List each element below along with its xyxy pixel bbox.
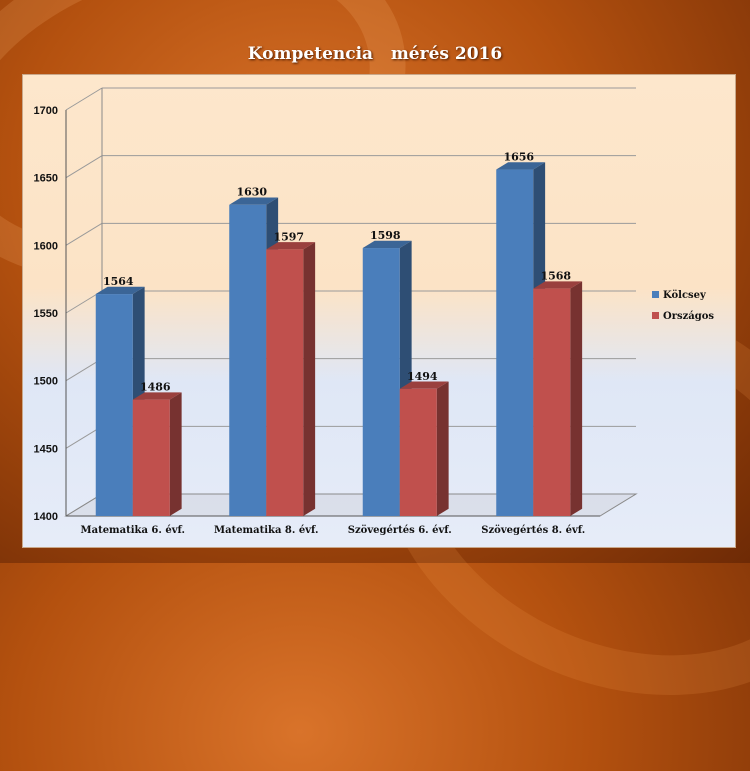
gridline-side xyxy=(65,155,103,179)
bar xyxy=(399,388,437,516)
bar xyxy=(132,399,170,516)
y-tick-label: 1400 xyxy=(34,511,58,523)
y-tick-label: 1650 xyxy=(34,173,58,185)
y-tick-label: 1450 xyxy=(34,443,58,455)
gridline-side xyxy=(65,222,103,246)
data-label: 1598 xyxy=(370,229,401,242)
bar-top xyxy=(95,286,145,295)
legend-label: Országos xyxy=(663,311,714,322)
legend-swatch xyxy=(652,312,659,319)
gridline-side xyxy=(65,87,103,111)
bar xyxy=(362,248,400,517)
y-tick-label: 1700 xyxy=(34,105,58,117)
bar-top xyxy=(266,242,316,250)
bar xyxy=(266,249,304,517)
bar-chart: 1400 1450 1500 1550 1600 1650 1700 1564 1486 Mate… xyxy=(34,87,714,536)
data-label: 1568 xyxy=(540,270,571,283)
data-label: 1564 xyxy=(103,275,134,288)
bar-side xyxy=(303,242,316,516)
data-label: 1656 xyxy=(503,151,534,164)
legend-label: Kölcsey xyxy=(663,290,707,301)
data-label: 1494 xyxy=(407,370,438,383)
bar xyxy=(496,169,534,516)
bar-top xyxy=(362,240,412,249)
bar xyxy=(95,294,133,516)
bar-top xyxy=(399,381,449,389)
bar-top xyxy=(132,392,182,400)
bar xyxy=(229,204,267,516)
chart-title: Kompetencia mérés 2016 xyxy=(247,44,503,64)
bar-top xyxy=(496,162,546,170)
bar-top xyxy=(533,281,583,289)
y-tick-label: 1500 xyxy=(34,376,58,388)
legend-swatch xyxy=(652,291,659,298)
data-label: 1630 xyxy=(236,186,267,199)
data-label: 1486 xyxy=(140,381,171,394)
bar xyxy=(533,288,571,516)
x-tick-label: Szövegértés 6. évf. xyxy=(348,525,452,536)
bar-side xyxy=(436,381,449,516)
bar-side xyxy=(570,281,583,516)
x-tick-label: Szövegértés 8. évf. xyxy=(481,525,585,536)
bar-side xyxy=(169,392,182,516)
y-tick-label: 1600 xyxy=(34,240,58,252)
bar-top xyxy=(229,197,279,205)
y-tick-label: 1550 xyxy=(34,308,58,320)
x-tick-label: Matematika 8. évf. xyxy=(214,525,318,536)
data-label: 1597 xyxy=(273,230,304,243)
x-tick-label: Matematika 6. évf. xyxy=(81,525,185,536)
